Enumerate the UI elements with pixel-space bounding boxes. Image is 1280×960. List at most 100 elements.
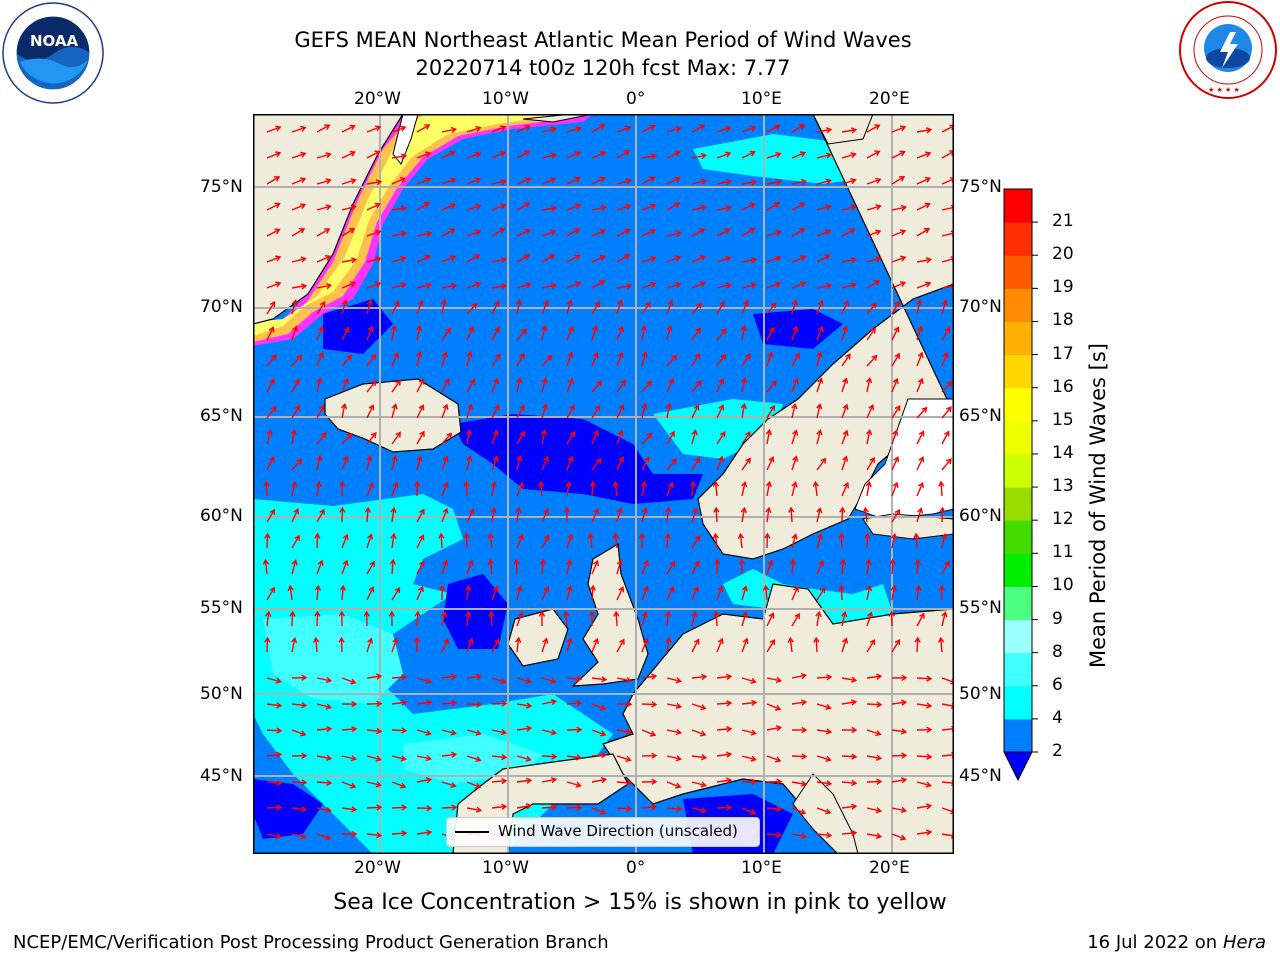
wave-direction-arrowhead — [737, 532, 745, 539]
wave-direction-arrow — [866, 280, 880, 289]
wave-direction-arrowhead — [792, 377, 799, 385]
wave-direction-arrowhead — [815, 610, 822, 618]
wave-direction-arrow — [565, 611, 568, 627]
wave-direction-arrow — [266, 781, 282, 785]
wave-direction-arrowhead — [299, 228, 306, 234]
wave-direction-arrowhead — [566, 637, 573, 644]
wave-direction-arrow — [716, 256, 731, 263]
greenland-ice-cap — [392, 114, 419, 165]
wave-direction-arrow — [516, 431, 525, 445]
wave-direction-arrow — [516, 178, 531, 185]
wave-direction-arrowhead — [870, 327, 876, 334]
wave-direction-arrowhead — [418, 534, 425, 541]
wave-direction-arrow — [741, 586, 747, 601]
wave-direction-arrowhead — [419, 430, 425, 437]
wave-direction-arrowhead — [599, 280, 606, 286]
wave-direction-arrow — [641, 125, 655, 133]
wave-direction-arrowhead — [769, 638, 776, 646]
wave-direction-arrow — [816, 230, 831, 237]
wave-direction-arrowhead — [941, 533, 948, 540]
wave-direction-arrowhead — [700, 178, 707, 185]
wave-direction-arrow — [691, 729, 706, 736]
wave-direction-arrow — [341, 282, 356, 289]
wave-direction-arrowhead — [665, 636, 672, 644]
wave-direction-arrow — [466, 352, 472, 367]
wave-direction-arrowhead — [271, 354, 277, 361]
wave-direction-arrowhead — [574, 228, 581, 234]
wave-direction-arrow — [266, 729, 282, 732]
wave-direction-arrow — [766, 256, 781, 263]
wave-direction-arrowhead — [269, 378, 275, 385]
wave-direction-arrow — [341, 534, 348, 549]
wave-direction-arrowhead — [769, 404, 775, 412]
wave-direction-arrow — [841, 755, 857, 758]
wave-direction-arrow — [566, 482, 570, 497]
wave-direction-arrow — [916, 457, 924, 471]
colorbar-tick-label: 14 — [1052, 442, 1074, 463]
wave-direction-arrow — [841, 354, 851, 367]
wave-direction-arrow — [566, 378, 574, 393]
wave-direction-arrowhead — [750, 256, 758, 264]
wave-direction-arrow — [391, 806, 407, 809]
colorbar-cell — [1004, 354, 1032, 389]
wave-direction-arrowhead — [516, 585, 523, 592]
wave-direction-arrow — [366, 507, 369, 523]
map-border — [253, 114, 954, 854]
noaa-logo-text: NOAA — [30, 32, 79, 50]
wave-direction-arrow — [666, 177, 680, 185]
wave-direction-arrow — [316, 807, 331, 812]
wave-direction-arrowhead — [695, 380, 702, 387]
lon-label-top-10e: 10°E — [741, 89, 782, 109]
wave-direction-arrow — [891, 456, 899, 471]
wave-direction-arrowhead — [464, 584, 472, 591]
wave-direction-arrowhead — [587, 532, 594, 539]
wave-direction-arrowhead — [642, 637, 649, 645]
wave-direction-arrowhead — [842, 429, 849, 436]
wave-direction-arrowhead — [893, 326, 900, 333]
wave-direction-arrowhead — [417, 299, 424, 306]
wave-direction-arrow — [566, 781, 581, 787]
wave-direction-arrowhead — [842, 377, 849, 384]
wave-direction-arrowhead — [791, 299, 798, 306]
wave-direction-arrow — [391, 781, 406, 788]
wave-direction-arrowhead — [375, 229, 382, 236]
wave-direction-arrowhead — [339, 506, 346, 513]
wave-direction-arrowhead — [650, 281, 657, 288]
wave-direction-arrowhead — [925, 257, 933, 264]
wave-direction-arrowhead — [816, 403, 823, 410]
wave-direction-arrow — [691, 154, 706, 159]
wave-direction-arrow — [341, 258, 356, 263]
wave-direction-arrowhead — [401, 830, 408, 837]
wave-direction-arrow — [666, 202, 680, 211]
wave-direction-arrowhead — [925, 151, 932, 158]
wave-direction-arrowhead — [651, 701, 658, 708]
wave-direction-arrowhead — [519, 430, 525, 437]
wave-direction-arrowhead — [775, 281, 782, 288]
wave-direction-arrow — [816, 284, 831, 289]
wave-direction-arrowhead — [770, 301, 777, 309]
wave-direction-arrowhead — [799, 228, 806, 234]
wave-direction-arrowhead — [675, 230, 682, 237]
wave-direction-arrowhead — [499, 203, 507, 210]
wave-direction-arrow — [791, 781, 806, 786]
wave-direction-arrow — [466, 703, 482, 706]
wave-direction-arrow — [266, 406, 277, 419]
wave-direction-arrow — [591, 301, 601, 315]
wave-direction-arrow — [791, 559, 794, 575]
wave-direction-arrow — [741, 807, 756, 815]
colorbar-cell — [1004, 255, 1032, 289]
wave-direction-arrowhead — [599, 254, 606, 261]
wave-direction-arrowhead — [543, 534, 550, 541]
wave-direction-arrow — [666, 232, 681, 237]
wave-direction-arrow — [666, 612, 670, 627]
wave-direction-arrowhead — [400, 755, 407, 762]
wave-direction-arrowhead — [301, 806, 308, 813]
wave-direction-arrow — [366, 405, 374, 419]
wave-direction-arrow — [316, 432, 327, 445]
wave-direction-arrowhead — [525, 177, 532, 184]
wave-direction-arrowhead — [290, 636, 298, 644]
wave-direction-arrowhead — [274, 176, 281, 182]
greenland — [253, 114, 404, 325]
wave-direction-arrow — [616, 405, 624, 419]
wave-direction-arrow — [366, 638, 373, 653]
